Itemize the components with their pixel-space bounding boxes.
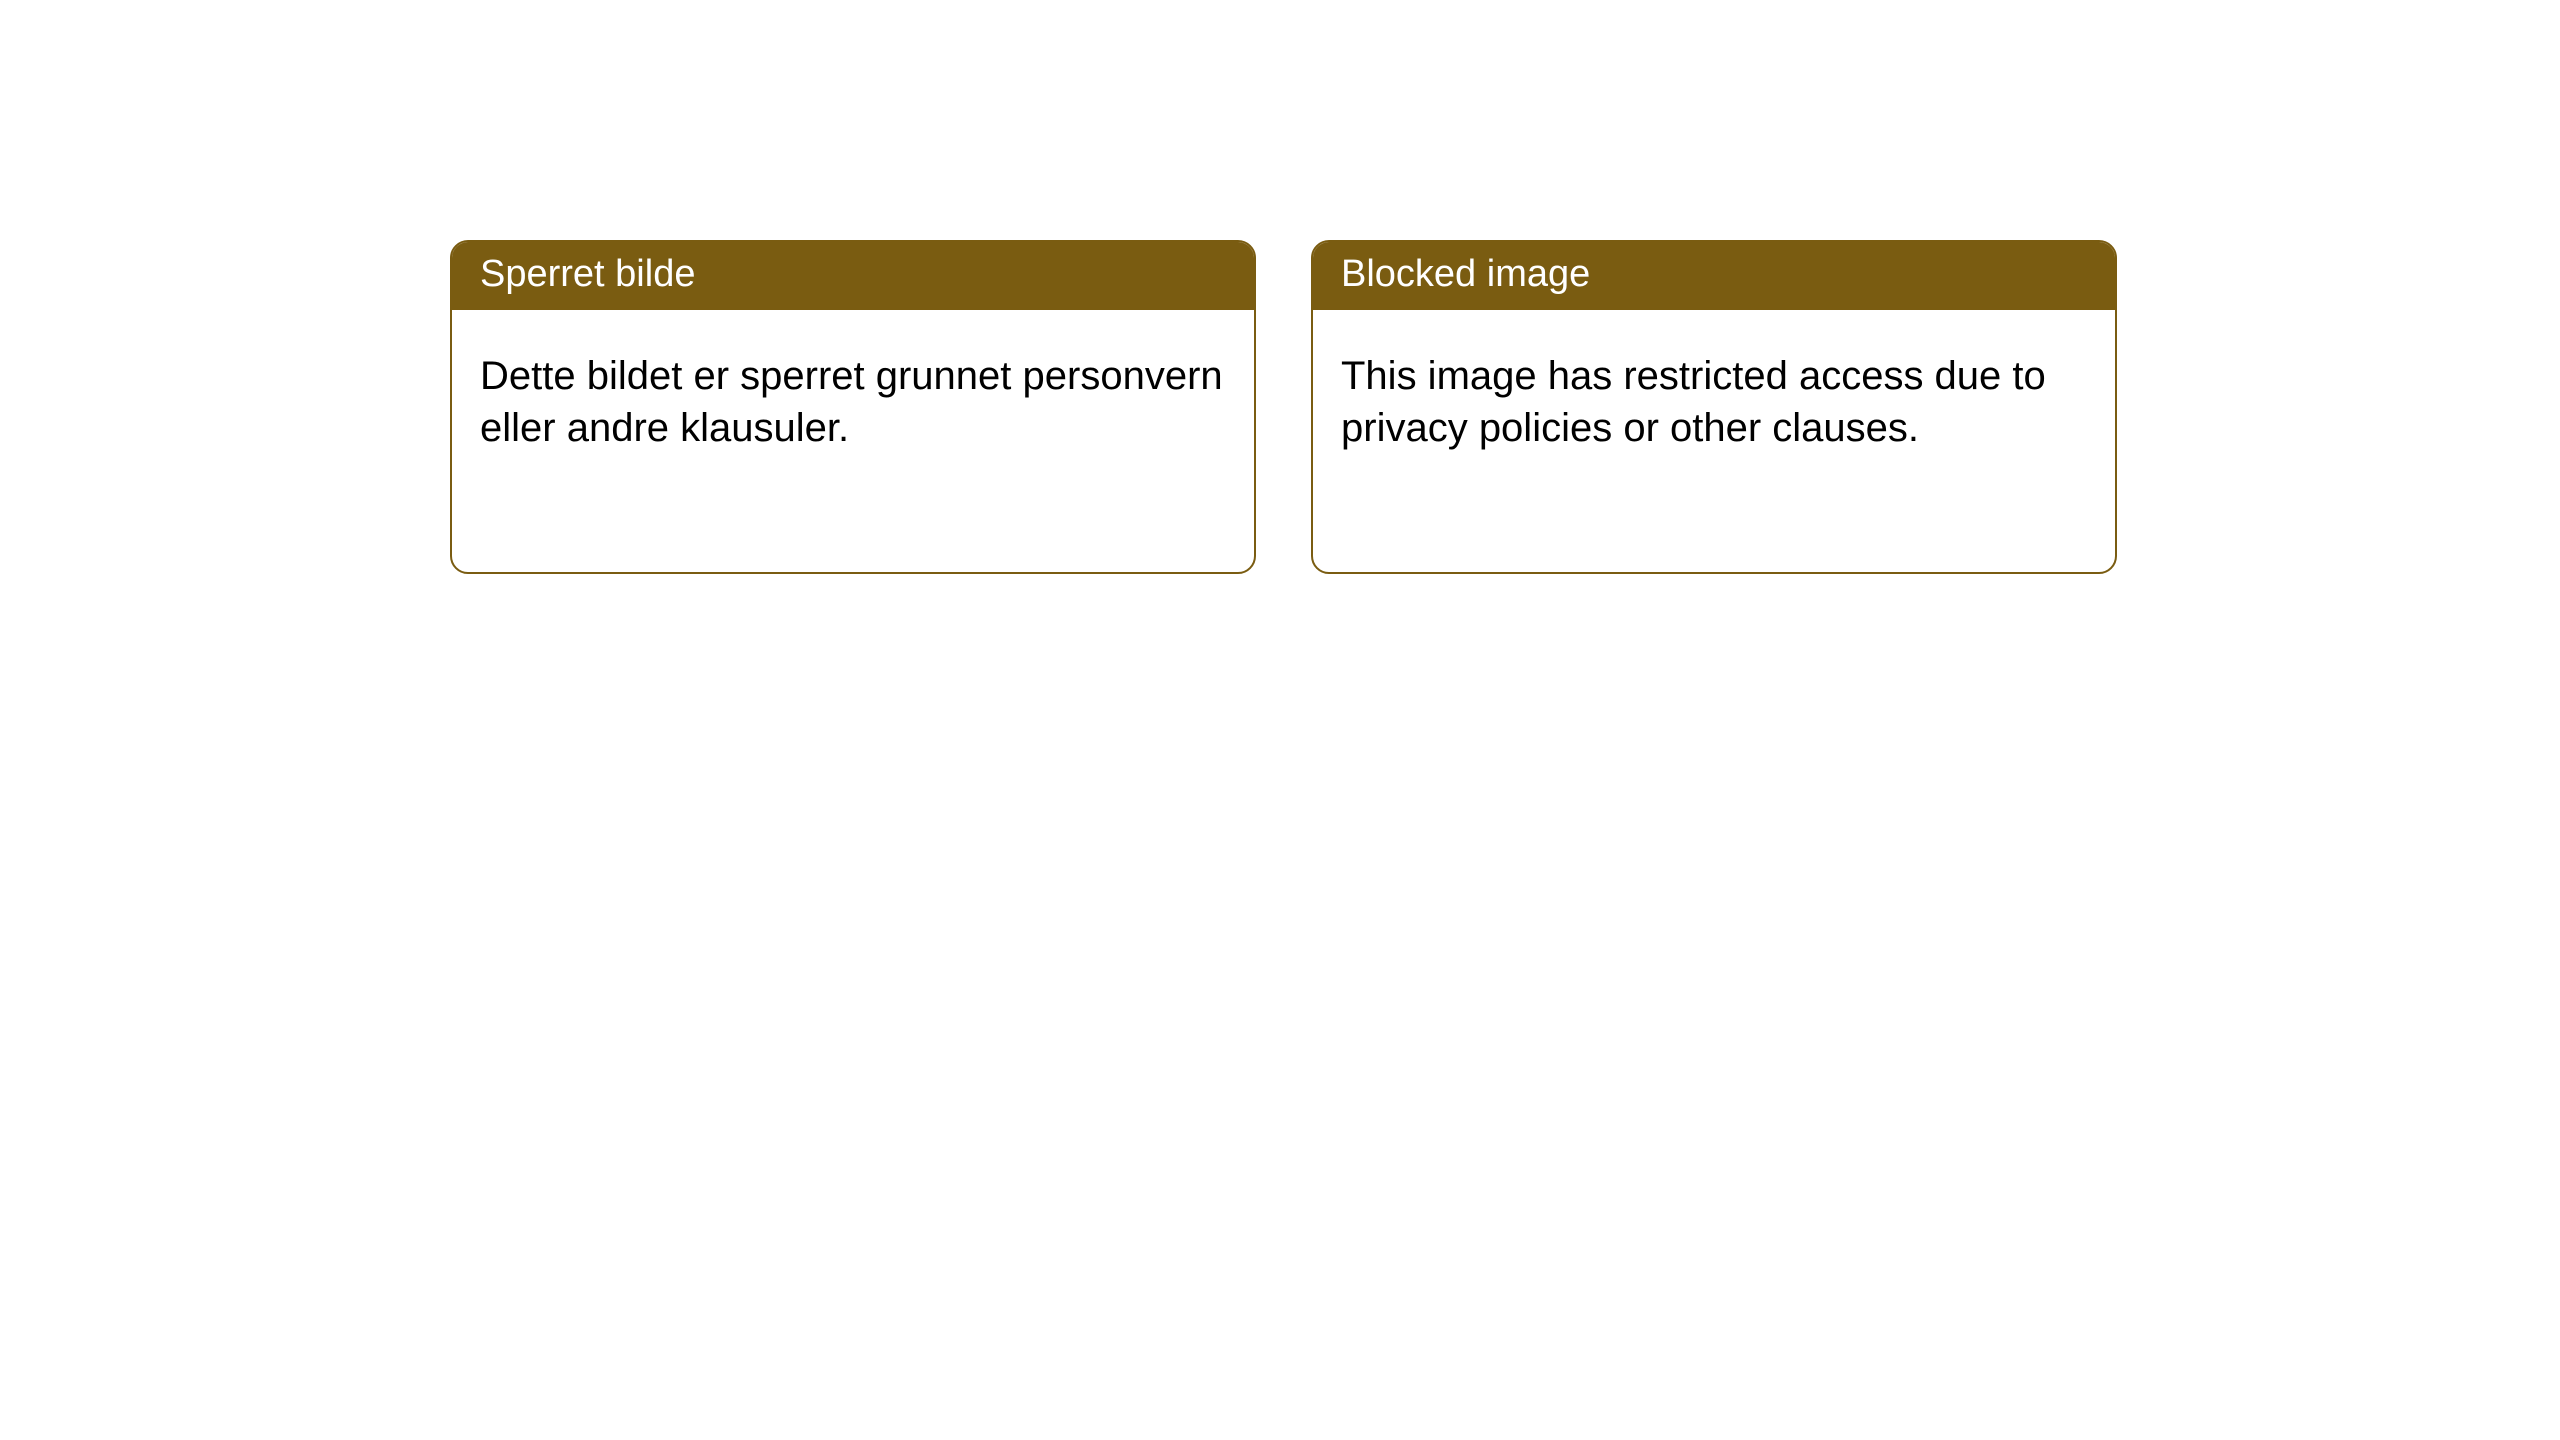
notice-card-norwegian: Sperret bilde Dette bildet er sperret gr… — [450, 240, 1256, 574]
notice-container: Sperret bilde Dette bildet er sperret gr… — [0, 0, 2560, 574]
notice-card-english: Blocked image This image has restricted … — [1311, 240, 2117, 574]
notice-header-norwegian: Sperret bilde — [452, 242, 1254, 310]
notice-body-norwegian: Dette bildet er sperret grunnet personve… — [452, 310, 1254, 482]
notice-body-english: This image has restricted access due to … — [1313, 310, 2115, 482]
notice-header-english: Blocked image — [1313, 242, 2115, 310]
